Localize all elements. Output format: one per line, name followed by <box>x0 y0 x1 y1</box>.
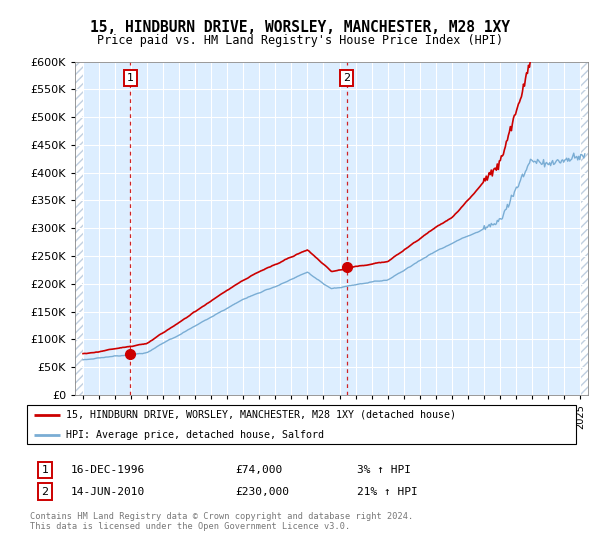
Text: Contains HM Land Registry data © Crown copyright and database right 2024.
This d: Contains HM Land Registry data © Crown c… <box>29 512 413 531</box>
Text: 14-JUN-2010: 14-JUN-2010 <box>71 487 145 497</box>
Text: £74,000: £74,000 <box>235 465 282 475</box>
Text: 21% ↑ HPI: 21% ↑ HPI <box>357 487 418 497</box>
Text: 15, HINDBURN DRIVE, WORSLEY, MANCHESTER, M28 1XY (detached house): 15, HINDBURN DRIVE, WORSLEY, MANCHESTER,… <box>65 409 455 419</box>
Text: HPI: Average price, detached house, Salford: HPI: Average price, detached house, Salf… <box>65 430 323 440</box>
Text: 16-DEC-1996: 16-DEC-1996 <box>71 465 145 475</box>
Text: 1: 1 <box>41 465 49 475</box>
FancyBboxPatch shape <box>27 405 576 444</box>
Text: Price paid vs. HM Land Registry's House Price Index (HPI): Price paid vs. HM Land Registry's House … <box>97 34 503 46</box>
Text: 2: 2 <box>41 487 49 497</box>
Text: £230,000: £230,000 <box>235 487 289 497</box>
Text: 1: 1 <box>127 73 134 83</box>
Text: 3% ↑ HPI: 3% ↑ HPI <box>357 465 411 475</box>
Text: 15, HINDBURN DRIVE, WORSLEY, MANCHESTER, M28 1XY: 15, HINDBURN DRIVE, WORSLEY, MANCHESTER,… <box>90 20 510 35</box>
Text: 2: 2 <box>343 73 350 83</box>
